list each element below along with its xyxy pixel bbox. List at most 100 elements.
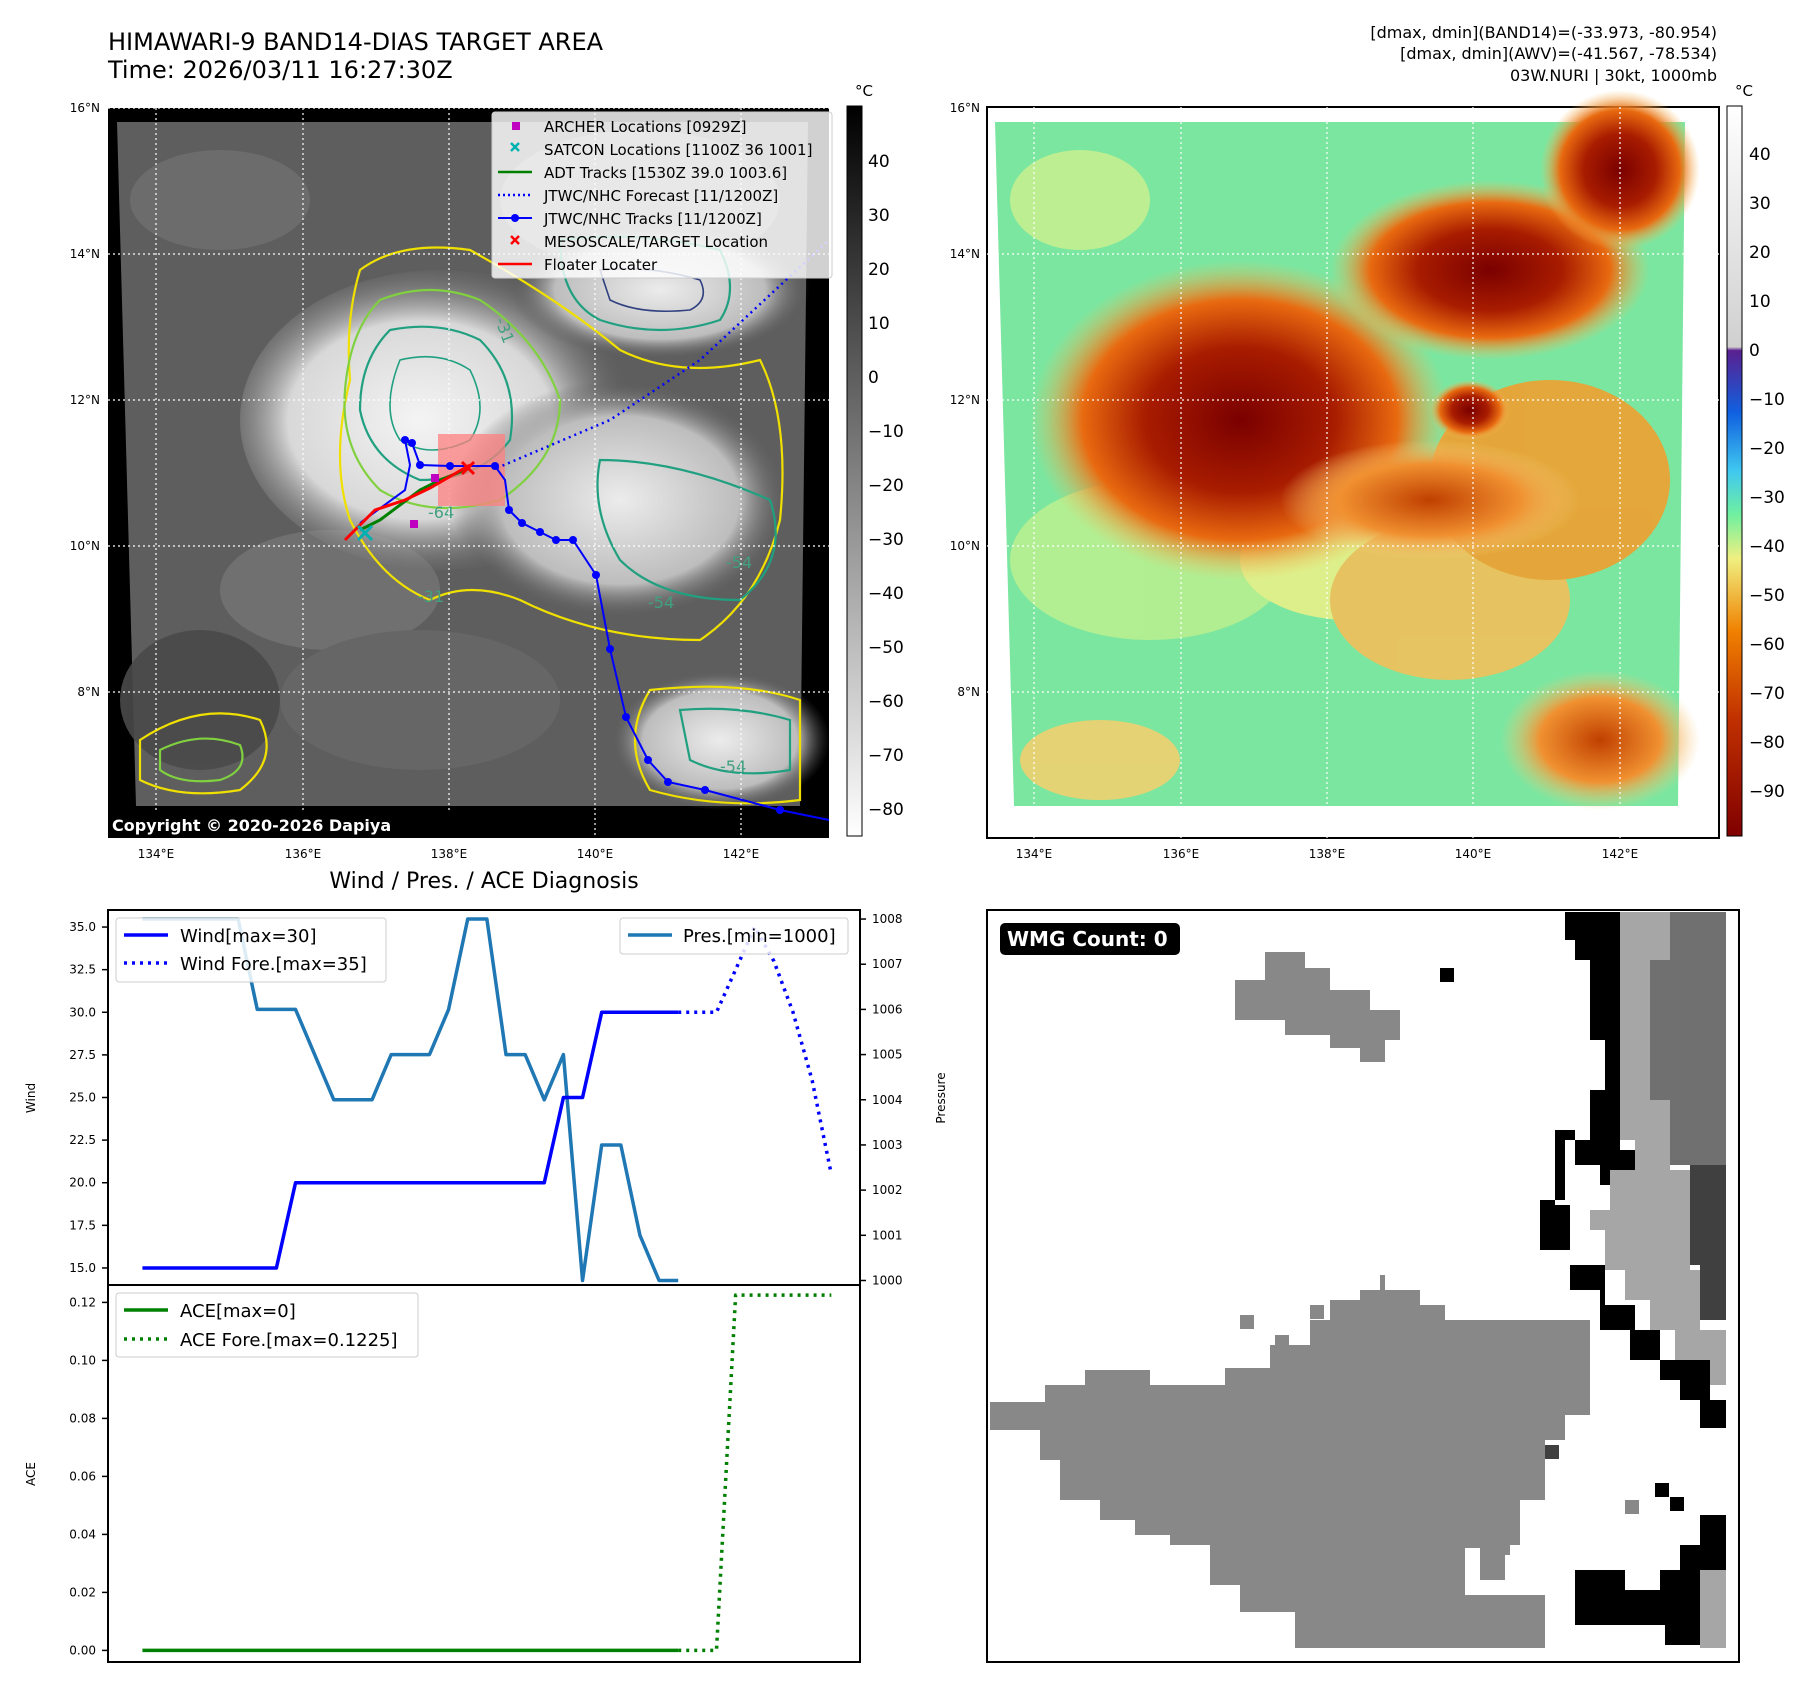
colorbar-tick: −60 (868, 692, 904, 712)
diagnosis-panel: Wind / Pres. / ACE Diagnosis 35.0 32.5 30.… (24, 869, 948, 1663)
contour-east-teal (596, 458, 777, 602)
colorbar-tick: 10 (1749, 292, 1771, 312)
color-se-convection (1500, 670, 1700, 810)
lon-label: 134°E (1016, 847, 1053, 861)
colorbar-tick: −50 (1749, 586, 1785, 606)
lon-label: 138°E (1309, 847, 1346, 861)
lon-label: 140°E (577, 847, 614, 861)
wmg-light-gray-regions (1590, 912, 1726, 1648)
ir-contours (138, 235, 802, 805)
jtwc-track-points (401, 436, 784, 814)
series-line (678, 1293, 832, 1653)
legend-target-marker (510, 235, 520, 245)
color-map-panel: 16°N 14°N 12°N 10°N 8°N 134°E 136°E 138°… (950, 82, 1785, 861)
ir-colorbar-unit: °C (855, 82, 873, 100)
colorbar-tick: −70 (868, 746, 904, 766)
color-colorbar-ticks: 40 30 20 10 0 −10 −20 −30 −40 −50 −60 −7… (1749, 145, 1785, 802)
lon-label: 138°E (431, 847, 468, 861)
colorbar-tick: 10 (868, 314, 890, 334)
pres-legend-box (619, 917, 849, 955)
y-tick-label: 1001 (872, 1228, 903, 1242)
map-legend: ARCHER Locations [0929Z] SATCON Location… (491, 111, 833, 279)
y-tick-label: 32.5 (69, 963, 96, 977)
ir-lon-labels: 134°E 136°E 138°E 140°E 142°E (138, 847, 760, 861)
y-tick-label: 0.02 (69, 1585, 96, 1599)
lon-label: 142°E (1602, 847, 1639, 861)
legend-label: JTWC/NHC Forecast [11/1200Z] (543, 187, 778, 205)
ace-series (142, 1293, 832, 1653)
wind-legend-box (115, 917, 387, 983)
copyright: Copyright © 2020-2026 Dapiya (112, 816, 391, 835)
y-tick-label: 1007 (872, 957, 903, 971)
info-storm: 03W.NURI | 30kt, 1000mb (1510, 66, 1717, 85)
y-tick-label: 1006 (872, 1002, 903, 1016)
satcon-markers (356, 524, 374, 542)
colorbar-tick: −20 (1749, 439, 1785, 459)
copyright-background (108, 812, 458, 838)
pres-legend-label: Pres.[min=1000] (683, 926, 836, 947)
wmg-gray-regions (990, 952, 1639, 1648)
y-tick-label: 0.00 (69, 1643, 96, 1657)
colorbar-tick: 40 (868, 152, 890, 172)
jtwc-forecast-line (496, 239, 830, 470)
colorbar-tick: −80 (1749, 733, 1785, 753)
wind-fore-legend-label: Wind Fore.[max=35] (180, 954, 367, 975)
colorbar-tick: −10 (1749, 390, 1785, 410)
legend-label: Floater Locater (544, 256, 658, 274)
legend-label: ARCHER Locations [0929Z] (544, 118, 747, 136)
target-marker (460, 460, 476, 476)
colorbar-tick: −10 (868, 422, 904, 442)
y-tick-label: 1005 (872, 1048, 903, 1062)
wmg-count-badge (1000, 923, 1180, 955)
contour-label: -64 (428, 503, 454, 522)
colorbar-tick: 40 (1749, 145, 1771, 165)
archer-marker (410, 520, 418, 528)
legend-label: MESOSCALE/TARGET Location (544, 233, 768, 251)
colorbar-tick: −90 (1749, 782, 1785, 802)
series-line (678, 925, 834, 1175)
lat-label: 8°N (77, 685, 100, 699)
colorbar-tick: 20 (868, 260, 890, 280)
y-tick-label: 1000 (872, 1273, 903, 1287)
y-tick-label: 0.12 (69, 1295, 96, 1309)
colorbar-tick: 0 (1749, 341, 1760, 361)
y-tick-label: 15.0 (69, 1261, 96, 1275)
legend-label: ADT Tracks [1530Z 39.0 1003.6] (544, 164, 787, 182)
y-tick-label: 1004 (872, 1093, 903, 1107)
ir-east-convection (450, 380, 790, 620)
y-tick-label: 25.0 (69, 1091, 96, 1105)
y-tick-label: 17.5 (69, 1218, 96, 1232)
ace-legend-label: ACE[max=0] (180, 1301, 296, 1322)
lat-label: 10°N (70, 539, 100, 553)
legend-label: SATCON Locations [1100Z 36 1001] (544, 141, 812, 159)
lon-label: 136°E (1163, 847, 1200, 861)
ir-lat-labels: 16°N 14°N 12°N 10°N 8°N (70, 101, 100, 699)
contour-label: -54 (726, 553, 752, 572)
colorbar-tick: −80 (868, 800, 904, 820)
contour-sw-green (158, 737, 244, 783)
pressure-ylabel: Pressure (934, 1072, 948, 1123)
colorbar-tick: −40 (1749, 537, 1785, 557)
contour-se-yellow (634, 685, 802, 805)
color-colorbar (1726, 105, 1743, 837)
ir-colorbar-ticks: 40 30 20 10 0 −10 −20 −30 −40 −50 −60 −7… (868, 152, 904, 820)
lon-label: 134°E (138, 847, 175, 861)
lon-label: 136°E (285, 847, 322, 861)
legend-box (491, 111, 833, 279)
colorbar-tick: 30 (868, 206, 890, 226)
ir-map-panel: -31 -54 -64 -54 -54 -31 (70, 82, 904, 861)
diagnosis-title: Wind / Pres. / ACE Diagnosis (329, 869, 638, 894)
y-tick-label: 1002 (872, 1183, 903, 1197)
contour-label: -31 (418, 587, 444, 606)
y-tick-label: 22.5 (69, 1133, 96, 1147)
colorbar-tick: −30 (1749, 488, 1785, 508)
wind-legend-label: Wind[max=30] (180, 926, 317, 947)
lat-label: 12°N (950, 393, 980, 407)
colorbar-tick: −30 (868, 530, 904, 550)
ir-colorbar (846, 105, 863, 837)
legend-label: JTWC/NHC Tracks [11/1200Z] (543, 210, 762, 228)
color-nne-convection (1540, 90, 1700, 250)
legend-archer-marker (512, 122, 520, 130)
color-lon-labels: 134°E 136°E 138°E 140°E 142°E (1016, 847, 1639, 861)
